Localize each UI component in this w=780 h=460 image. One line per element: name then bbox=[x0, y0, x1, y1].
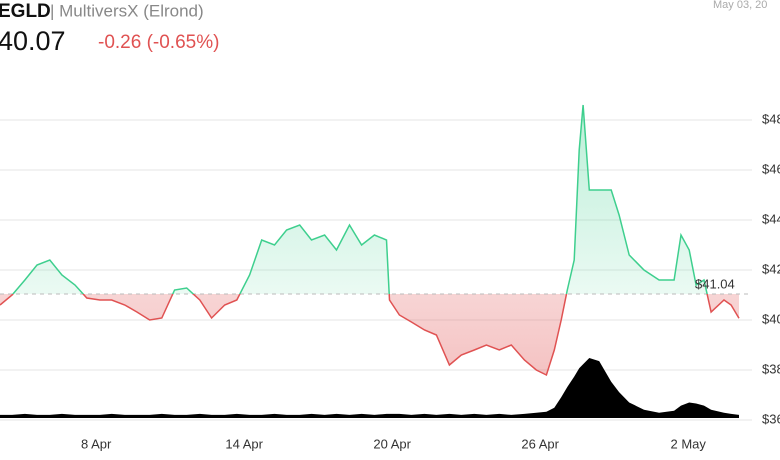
reference-label: $41.04 bbox=[695, 276, 735, 291]
y-tick-label: $40 bbox=[762, 311, 780, 326]
y-tick-label: $42 bbox=[762, 261, 780, 276]
area-down bbox=[0, 294, 739, 375]
x-tick-label: 20 Apr bbox=[373, 436, 411, 451]
plot: $36 $38 $40 $42 $44 $46 $48 8 Apr 14 Apr 20 Apr 26… bbox=[0, 104, 780, 451]
x-tick-label: 14 Apr bbox=[225, 436, 263, 451]
area-up bbox=[0, 105, 739, 294]
volume-area bbox=[0, 358, 739, 418]
x-tick-label: 2 May bbox=[670, 436, 706, 451]
price-change: -0.26 (-0.65%) bbox=[98, 32, 219, 53]
date: May 03, 20 bbox=[713, 0, 767, 11]
y-tick-label: $36 bbox=[762, 411, 780, 426]
price-line-up bbox=[11, 104, 708, 294]
asset-name: | MultiversX (Elrond) bbox=[50, 1, 204, 20]
x-tick-label: 8 Apr bbox=[81, 436, 112, 451]
x-tick-label: 26 Apr bbox=[521, 436, 559, 451]
price-line-down bbox=[0, 294, 740, 377]
y-tick-label: $44 bbox=[762, 211, 780, 226]
ticker: EGLD bbox=[0, 1, 51, 22]
price: 40.07 bbox=[0, 26, 66, 56]
y-tick-label: $46 bbox=[762, 161, 780, 176]
y-tick-label: $38 bbox=[762, 361, 780, 376]
y-tick-label: $48 bbox=[762, 111, 780, 126]
